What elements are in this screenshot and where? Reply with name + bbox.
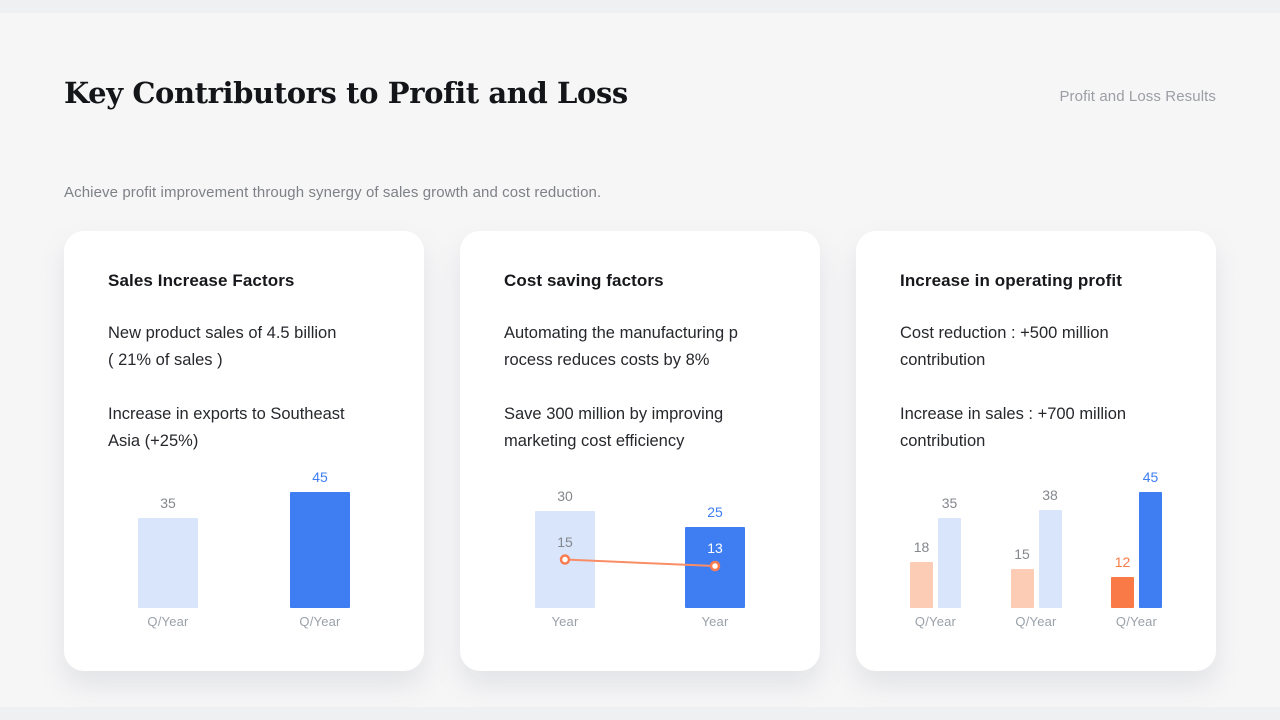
bar-group: 12 45 xyxy=(1111,470,1162,608)
header-right-label: Profit and Loss Results xyxy=(1059,88,1216,105)
card-cost-saving-factors: Cost saving factors Automating the manuf… xyxy=(460,231,820,671)
bar-group: 45 xyxy=(290,470,350,608)
bar-value-label: 18 xyxy=(913,539,930,555)
x-axis-label: Q/Year xyxy=(914,614,957,629)
bar-chart: 35 Q/Year 45 Q/Year xyxy=(64,470,424,629)
bar: 35 xyxy=(138,496,198,608)
card-paragraph: Cost reduction : +500 million contributi… xyxy=(900,324,1109,369)
chart-group: 30 15 Year xyxy=(535,489,595,629)
chart-group: 12 45 Q/Year xyxy=(1111,470,1162,629)
bar-value-label: 25 xyxy=(707,504,723,520)
chart-group: 15 38 Q/Year xyxy=(1010,488,1062,629)
bar: 25 13 xyxy=(685,505,745,608)
card-paragraph: Increase in exports to Southeast Asia (+… xyxy=(108,405,345,450)
card-increase-operating-profit: Increase in operating profit Cost reduct… xyxy=(856,231,1216,671)
x-axis-label: Q/Year xyxy=(1115,614,1158,629)
chart-group: 18 35 Q/Year xyxy=(910,496,961,629)
bar-line-chart: 30 15 Year 25 13 Year xyxy=(460,489,820,629)
bar-value-label: 12 xyxy=(1114,554,1131,570)
bar-value-label: 35 xyxy=(941,495,958,511)
chart-group: 45 Q/Year xyxy=(290,470,350,629)
bar: 35 xyxy=(938,496,961,608)
card-paragraph: Automating the manufacturing p rocess re… xyxy=(504,324,738,369)
bar: 45 xyxy=(1139,470,1162,608)
slide-subtitle: Achieve profit improvement through syner… xyxy=(64,184,602,201)
bar-inner-label: 15 xyxy=(557,534,573,550)
bar-group: 18 35 xyxy=(910,496,961,608)
card-paragraph: Save 300 million by improving marketing … xyxy=(504,405,724,450)
bar-value-label: 45 xyxy=(312,469,328,485)
x-axis-label: Q/Year xyxy=(147,614,189,629)
page-title: Key Contributors to Profit and Loss xyxy=(64,76,628,110)
bar-group: 30 15 xyxy=(535,489,595,608)
bar: 38 xyxy=(1038,488,1062,608)
x-axis-label: Year xyxy=(551,614,579,629)
card-paragraph: New product sales of 4.5 billion ( 21% o… xyxy=(108,324,337,369)
bar-value-label: 38 xyxy=(1042,487,1058,503)
bar: 18 xyxy=(910,540,933,608)
bar-group: 35 xyxy=(138,496,198,608)
chart-group: 35 Q/Year xyxy=(138,496,198,629)
x-axis-label: Q/Year xyxy=(299,614,341,629)
trend-line xyxy=(559,554,721,572)
slide-canvas: Key Contributors to Profit and Loss Prof… xyxy=(0,13,1280,707)
card-title: Sales Increase Factors xyxy=(108,271,295,290)
bar-value-label: 45 xyxy=(1142,469,1159,485)
bar-value-label: 30 xyxy=(557,488,573,504)
bar: 15 xyxy=(1010,547,1034,608)
card-title: Cost saving factors xyxy=(504,271,664,290)
bar-inner-label: 13 xyxy=(707,540,723,556)
grouped-bar-chart: 18 35 Q/Year 15 38 Q/Year 12 45 Q/Year xyxy=(856,470,1216,629)
card-sales-increase-factors: Sales Increase Factors New product sales… xyxy=(64,231,424,671)
x-axis-label: Q/Year xyxy=(1015,614,1057,629)
cards-row: Sales Increase Factors New product sales… xyxy=(64,231,1216,671)
bar-group: 15 38 xyxy=(1010,488,1062,608)
card-title: Increase in operating profit xyxy=(900,271,1122,290)
bar: 45 xyxy=(290,470,350,608)
bar: 12 xyxy=(1111,555,1134,608)
card-paragraph: Increase in sales : +700 million contrib… xyxy=(900,405,1127,450)
bar-value-label: 35 xyxy=(160,495,176,511)
bar: 30 15 xyxy=(535,489,595,608)
chart-group: 25 13 Year xyxy=(685,505,745,629)
bar-value-label: 15 xyxy=(1014,546,1030,562)
bar-group: 25 13 xyxy=(685,505,745,608)
x-axis-label: Year xyxy=(701,614,729,629)
